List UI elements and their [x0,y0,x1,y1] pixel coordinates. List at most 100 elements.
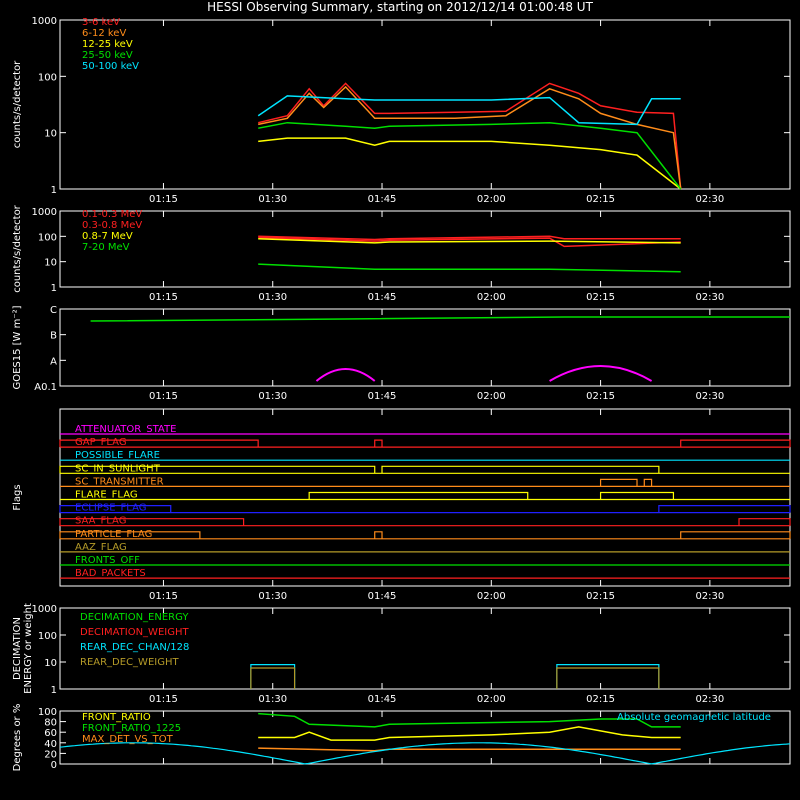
hxr-legend-entry: 3-6 keV [82,17,120,28]
gamma-legend-entry: 7-20 MeV [82,242,130,253]
hxr-xtick-label: 01:45 [368,194,397,205]
gamma-ytick-label: 10 [44,258,57,269]
decim-ylabel: ENERGY or weight [23,603,34,694]
decim-xtick-label: 01:15 [149,694,178,705]
decim-xtick-label: 02:30 [695,694,724,705]
gamma-xtick-label: 02:15 [586,292,615,303]
geomag-latitude-line [59,742,791,765]
flag-label: SC_IN_SUNLIGHT [75,463,161,474]
gamma-xtick-label: 01:45 [368,292,397,303]
ratio-series-line [258,726,681,741]
flag-label: POSSIBLE_FLARE [75,450,160,461]
decim-legend-entry: REAR_DEC_CHAN/128 [80,642,189,653]
ratio-series-line [258,712,681,728]
ratio-ytick-label: 100 [38,707,57,718]
decim-ytick-label: 100 [38,631,57,642]
goes-xtick-label: 01:15 [149,391,178,402]
goes-ytick-label: B [50,331,57,342]
flags-xtick-label: 02:15 [586,591,615,602]
goes-xtick-label: 01:45 [368,391,397,402]
gamma-series-line [258,236,681,248]
flags-xtick-label: 01:45 [368,591,397,602]
flag-on-segment [59,465,376,474]
flag-label: SAA_FLAG [75,516,126,527]
decim-legend-entry: DECIMATION_WEIGHT [80,627,189,638]
ratio-series-line [258,747,681,752]
flag-on-segment [643,478,653,487]
gamma-xtick-label: 02:30 [695,292,724,303]
decim-series-line [556,667,660,689]
ratio-ytick-label: 60 [44,728,57,739]
gamma-ylabel: counts/s/detector [12,204,23,292]
decim-ytick-label: 1 [51,685,57,696]
hxr-series-line [258,82,682,190]
goes-long-line [90,316,790,322]
decim-ytick-label: 1000 [32,604,57,615]
hxr-xtick-label: 01:30 [258,194,287,205]
ratio-ylabel: Degrees or % [12,704,23,772]
flag-label: FLARE_FLAG [75,490,138,501]
hxr-series-line [257,95,681,126]
goes-xtick-label: 01:30 [258,391,287,402]
hxr-ytick-label: 10 [44,129,57,140]
gamma-series-line [258,263,681,273]
flag-on-segment [680,439,791,448]
gamma-ytick-label: 1 [51,283,57,294]
decim-xtick-label: 01:45 [368,694,397,705]
goes-xtick-label: 02:15 [586,391,615,402]
ratio-ytick-label: 20 [44,749,57,760]
hxr-ytick-label: 100 [38,72,57,83]
flag-on-segment [599,491,675,500]
gamma-xtick-label: 01:15 [149,292,178,303]
gamma-legend-entry: 0.8-7 MeV [82,231,133,242]
hxr-xtick-label: 01:15 [149,194,178,205]
decim-series-line [250,667,296,689]
ratio-ytick-label: 40 [44,739,57,750]
goes-frame [59,308,791,387]
flag-on-segment [59,518,245,526]
hxr-xtick-label: 02:30 [695,194,724,205]
page-title: HESSI Observing Summary, starting on 201… [207,0,593,14]
hxr-ytick-label: 1000 [32,16,57,27]
gamma-xtick-label: 01:30 [258,292,287,303]
gamma-series-line [258,235,681,241]
flag-on-segment [658,505,791,513]
hxr-frame [59,19,791,190]
decim-xtick-label: 01:30 [258,694,287,705]
gamma-ytick-label: 1000 [32,207,57,218]
flag-on-segment [680,531,791,539]
ratio-ytick-label: 0 [51,760,57,771]
flag-label: FRONTS_OFF [75,555,140,566]
goes-ylabel: GOES15 [W m⁻²] [12,305,23,389]
flag-label: GAP_FLAG [75,437,127,448]
gamma-frame [59,210,791,288]
hxr-xtick-label: 02:00 [477,194,506,205]
decim-legend-entry: REAR_DEC_WEIGHT [80,657,179,668]
hxr-legend-entry: 50-100 keV [82,61,139,72]
flags-frame [59,408,791,587]
ratio-legend-entry: FRONT_RATIO [82,712,151,723]
ratio-ytick-label: 80 [44,718,57,729]
decim-ylabel: DECIMATION [12,617,23,680]
flags-xtick-label: 02:30 [695,591,724,602]
goes-short-line [315,365,653,382]
gamma-legend-entry: 0.3-0.8 MeV [82,220,142,231]
flag-on-segment [374,439,383,448]
decim-ytick-label: 10 [44,658,57,669]
flag-on-segment [59,505,172,513]
goes-ytick-label: A [50,356,57,367]
decim-frame [59,607,791,690]
hxr-legend-entry: 25-50 keV [82,50,133,61]
flags-xtick-label: 01:30 [258,591,287,602]
hxr-legend-entry: 6-12 keV [82,28,126,39]
flag-label: BAD_PACKETS [75,568,146,579]
goes-xtick-label: 02:30 [695,391,724,402]
flag-label: AAZ_FLAG [75,542,127,553]
flag-on-segment [381,465,660,474]
hxr-series-line [258,85,682,190]
flag-on-segment [59,439,259,448]
gamma-ytick-label: 100 [38,232,57,243]
flags-xtick-label: 01:15 [149,591,178,602]
flag-label: ATTENUATOR_STATE [75,424,176,435]
